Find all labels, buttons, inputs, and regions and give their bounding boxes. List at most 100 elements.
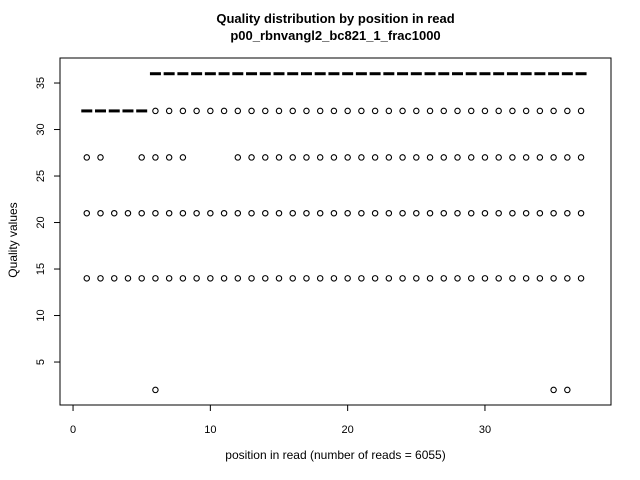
outlier-point bbox=[509, 154, 516, 161]
median-dash bbox=[218, 72, 230, 76]
median-dash bbox=[136, 109, 148, 113]
outlier-point bbox=[303, 275, 310, 282]
outlier-point bbox=[97, 275, 104, 282]
outlier-point bbox=[248, 209, 255, 217]
outlier-point bbox=[234, 154, 242, 161]
outlier-point bbox=[330, 209, 338, 217]
outlier-point bbox=[152, 154, 159, 161]
median-dash bbox=[149, 72, 161, 76]
outlier-point bbox=[97, 154, 104, 161]
outlier-point bbox=[303, 154, 310, 161]
median-dash bbox=[232, 72, 244, 76]
plot-subtitle: p00_rbnvangl2_bc821_1_frac1000 bbox=[230, 28, 440, 43]
median-dash bbox=[438, 72, 450, 76]
outlier-point bbox=[110, 209, 118, 217]
median-dash bbox=[479, 72, 491, 76]
median-dash bbox=[191, 72, 203, 76]
outlier-point bbox=[83, 275, 91, 282]
outlier-point bbox=[536, 107, 544, 115]
outlier-point bbox=[124, 275, 132, 282]
outlier-point bbox=[399, 107, 406, 115]
outlier-point bbox=[289, 154, 296, 161]
outlier-point bbox=[330, 154, 338, 161]
outlier-point bbox=[509, 107, 516, 115]
outlier-point bbox=[248, 275, 255, 282]
median-dash bbox=[342, 72, 354, 76]
outlier-point bbox=[550, 275, 557, 282]
median-dash bbox=[465, 72, 477, 76]
outlier-point bbox=[83, 154, 91, 161]
outlier-point bbox=[344, 275, 351, 282]
outlier-point bbox=[165, 154, 173, 161]
median-dash bbox=[177, 72, 189, 76]
median-dash bbox=[548, 72, 560, 76]
outlier-point bbox=[577, 107, 585, 115]
x-tick-label: 10 bbox=[204, 424, 216, 436]
outlier-point bbox=[316, 154, 324, 161]
outlier-point bbox=[536, 275, 544, 282]
outlier-point bbox=[454, 107, 461, 115]
y-tick-label: 20 bbox=[35, 216, 47, 228]
outlier-point bbox=[165, 107, 173, 115]
outlier-point bbox=[440, 209, 448, 217]
outlier-point bbox=[522, 154, 530, 161]
outlier-point bbox=[248, 107, 255, 115]
outlier-point bbox=[564, 386, 571, 394]
outlier-point bbox=[275, 275, 283, 282]
median-dash bbox=[81, 109, 93, 113]
outlier-point bbox=[316, 275, 324, 282]
outlier-point bbox=[165, 275, 173, 282]
plot-box bbox=[59, 57, 612, 406]
data-marks bbox=[81, 72, 587, 394]
outlier-point bbox=[358, 107, 365, 115]
outlier-point bbox=[262, 275, 269, 282]
outlier-point bbox=[426, 154, 434, 161]
x-axis-label: position in read (number of reads = 6055… bbox=[225, 448, 445, 462]
outlier-point bbox=[564, 154, 571, 161]
outlier-point bbox=[165, 209, 173, 217]
outlier-point bbox=[454, 209, 461, 217]
outlier-point bbox=[577, 154, 585, 161]
median-dash bbox=[520, 72, 532, 76]
outlier-point bbox=[275, 107, 283, 115]
outlier-point bbox=[179, 209, 187, 217]
y-axis-label: Quality values bbox=[6, 202, 20, 277]
outlier-point bbox=[495, 154, 502, 161]
outlier-point bbox=[454, 275, 461, 282]
outlier-point bbox=[413, 275, 420, 282]
outlier-point bbox=[564, 209, 571, 217]
outlier-point bbox=[509, 209, 516, 217]
outlier-point bbox=[564, 275, 571, 282]
median-dash bbox=[575, 72, 587, 76]
outlier-point bbox=[330, 107, 338, 115]
outlier-point bbox=[426, 209, 434, 217]
x-tick-label: 0 bbox=[70, 424, 76, 436]
outlier-point bbox=[495, 275, 502, 282]
outlier-point bbox=[316, 209, 324, 217]
outlier-point bbox=[262, 154, 269, 161]
outlier-point bbox=[522, 107, 530, 115]
outlier-point bbox=[358, 154, 365, 161]
median-dash bbox=[534, 72, 546, 76]
outlier-point bbox=[358, 275, 365, 282]
outlier-point bbox=[289, 107, 296, 115]
outlier-point bbox=[550, 209, 557, 217]
outlier-point bbox=[385, 275, 393, 282]
median-dash bbox=[314, 72, 326, 76]
y-tick-label: 25 bbox=[35, 170, 47, 182]
outlier-point bbox=[220, 275, 228, 282]
outlier-point bbox=[234, 107, 242, 115]
median-dash bbox=[273, 72, 285, 76]
median-dash bbox=[259, 72, 271, 76]
outlier-point bbox=[481, 154, 489, 161]
median-dash bbox=[397, 72, 409, 76]
outlier-point bbox=[481, 275, 489, 282]
x-tick-label: 30 bbox=[479, 424, 491, 436]
outlier-point bbox=[371, 275, 379, 282]
outlier-point bbox=[440, 107, 448, 115]
outlier-point bbox=[426, 107, 434, 115]
median-dash bbox=[108, 109, 120, 113]
median-dash bbox=[95, 109, 106, 113]
outlier-point bbox=[564, 107, 571, 115]
